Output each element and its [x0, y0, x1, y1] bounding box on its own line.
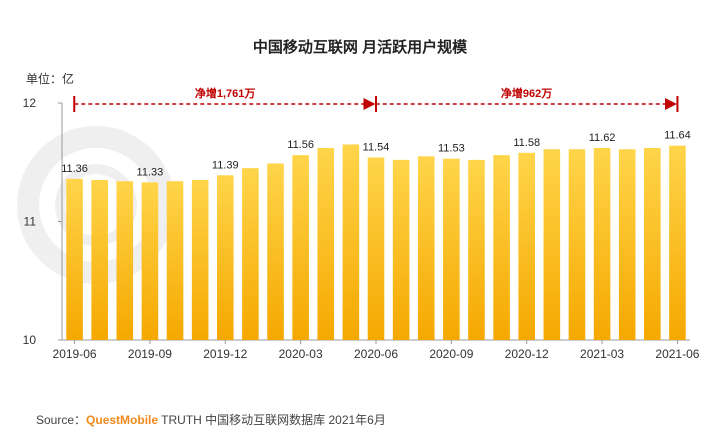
source-suffix: TRUTH 中国移动互联网数据库 2021年6月: [158, 413, 386, 427]
bar: [518, 152, 536, 340]
bar: [91, 180, 108, 340]
y-tick-label: 12: [23, 96, 37, 110]
bar: [216, 175, 234, 340]
bar: [593, 148, 611, 340]
bar: [618, 149, 636, 340]
bar: [443, 158, 460, 340]
unit-label: 单位：亿: [26, 72, 75, 86]
data-label: 11.36: [61, 163, 88, 175]
bar: [292, 155, 309, 340]
source-line: Source：QuestMobile TRUTH 中国移动互联网数据库 2021…: [36, 411, 386, 428]
bar: [669, 145, 686, 340]
bar: [317, 148, 335, 340]
bar: [644, 148, 661, 340]
bar: [543, 149, 561, 340]
bar: [116, 181, 134, 340]
data-label: 11.56: [287, 139, 314, 151]
x-tick-label: 2019-09: [128, 347, 172, 361]
y-tick-label: 11: [24, 215, 37, 229]
x-tick-label: 2019-06: [53, 347, 97, 361]
bar: [468, 159, 485, 340]
annotation-label: 净增1,761万: [195, 86, 256, 100]
data-label: 11.53: [438, 143, 465, 155]
source-prefix: Source：: [36, 413, 87, 427]
data-label: 11.33: [137, 166, 164, 178]
x-tick-label: 2020-12: [505, 347, 549, 361]
bar: [367, 157, 385, 340]
x-tick-label: 2020-06: [354, 347, 398, 361]
bar: [392, 159, 410, 340]
bar: [242, 168, 259, 340]
data-label: 11.62: [589, 132, 616, 144]
x-tick-label: 2021-06: [655, 347, 699, 361]
bar: [66, 178, 83, 340]
x-tick-label: 2020-09: [429, 347, 473, 361]
bar: [342, 144, 360, 340]
x-tick-label: 2021-03: [580, 347, 624, 361]
data-label: 11.39: [212, 159, 239, 171]
data-label: 11.58: [513, 137, 540, 149]
source-brand: QuestMobile: [86, 413, 159, 427]
x-tick-label: 2020-03: [279, 347, 323, 361]
bar: [493, 155, 510, 340]
bar: [191, 180, 209, 340]
x-tick-label: 2019-12: [203, 347, 247, 361]
bar: [267, 163, 284, 340]
chart-title: 中国移动互联网 月活跃用户规模: [252, 39, 468, 56]
bar: [166, 181, 184, 340]
data-label: 11.64: [664, 130, 691, 142]
data-label: 11.54: [363, 142, 390, 154]
annotation-label: 净增962万: [501, 86, 552, 100]
bar: [141, 182, 159, 340]
y-tick-label: 10: [23, 333, 37, 347]
bar: [568, 149, 586, 340]
bar: [417, 156, 435, 340]
